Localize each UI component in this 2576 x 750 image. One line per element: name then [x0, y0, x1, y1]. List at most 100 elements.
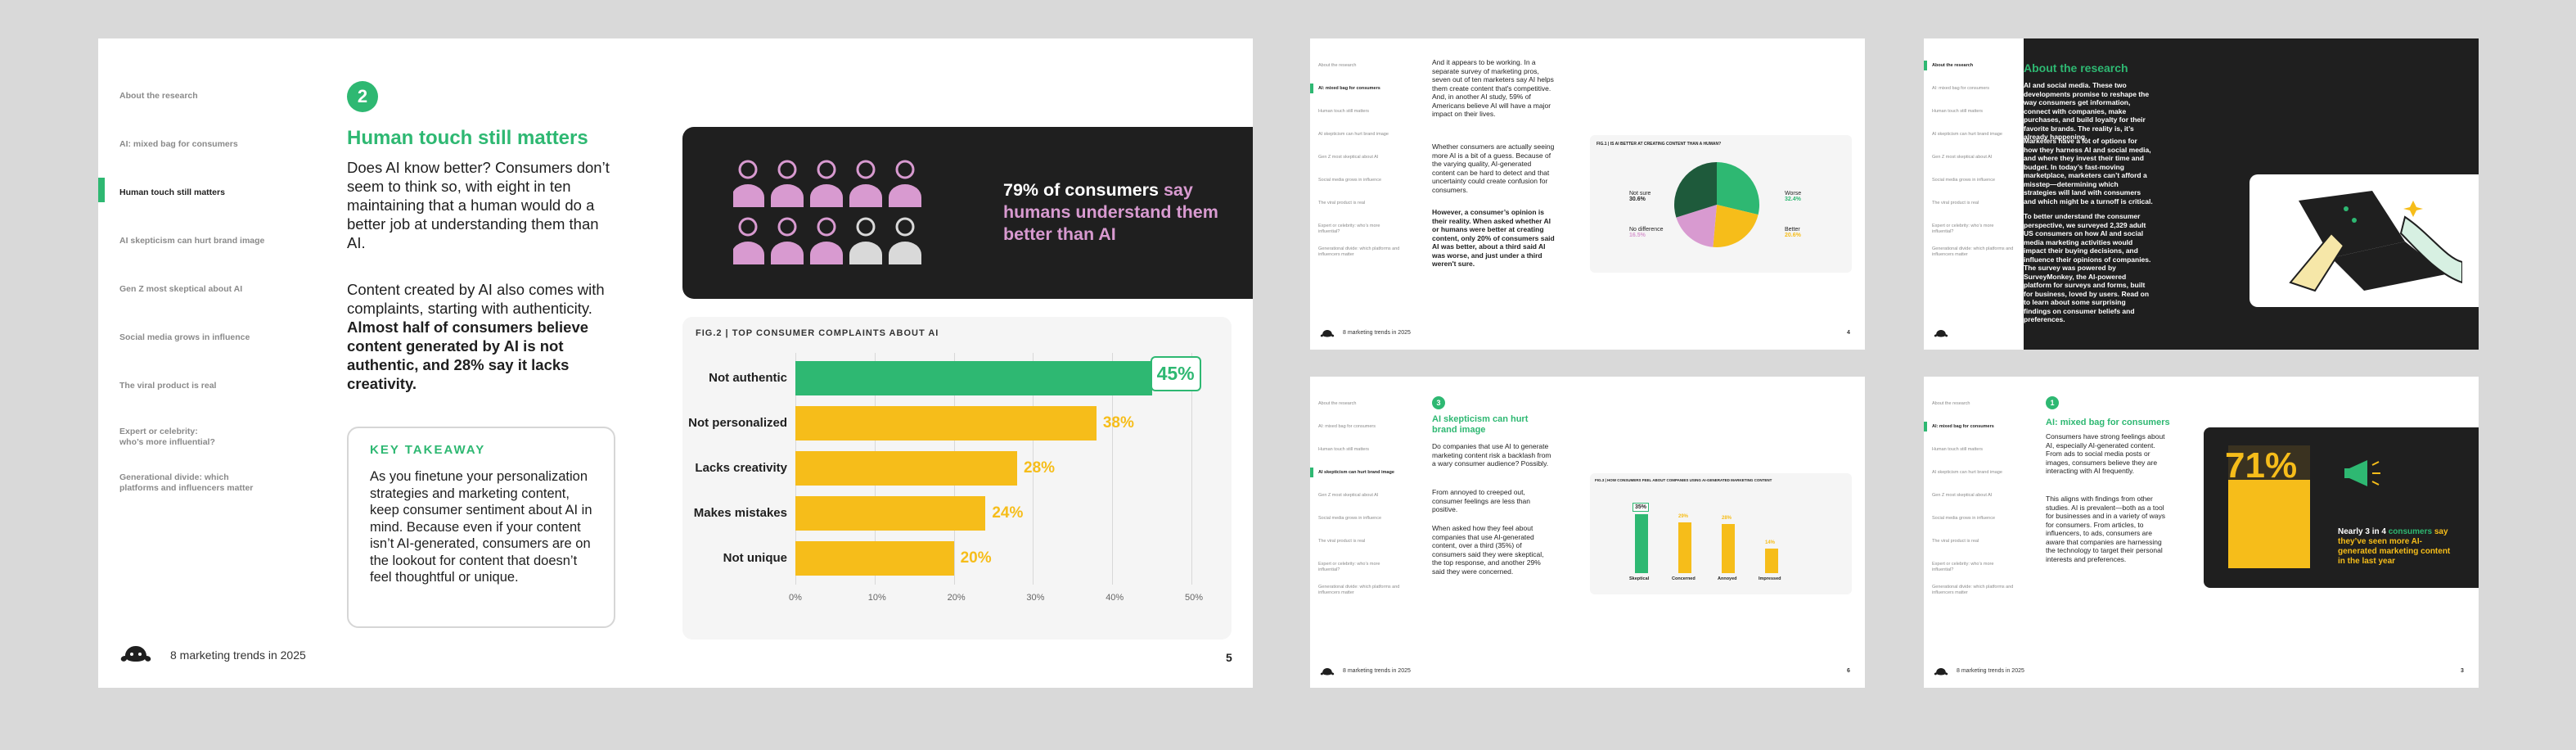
nav-item[interactable]: AI: mixed bag for consumers: [1932, 86, 1990, 91]
body-paragraph-2: From annoyed to creeped out, consumer fe…: [1432, 488, 1531, 513]
nav-item[interactable]: Gen Z most skeptical about AI: [1318, 493, 1379, 498]
label-text: Worse: [1785, 191, 1802, 197]
surveymonkey-logo-icon: [1320, 329, 1335, 337]
stat-pink-text: say: [1163, 180, 1193, 200]
nav-item[interactable]: Human touch still matters: [1932, 109, 1984, 114]
nav-item[interactable]: Social media grows in influence: [1318, 516, 1382, 521]
active-nav-indicator: [1310, 84, 1313, 93]
bar-label: Annoyed: [1718, 576, 1737, 581]
body-paragraph-2: This aligns with findings from other stu…: [2046, 495, 2165, 563]
takeaway-body: As you finetune your personalization str…: [370, 469, 592, 585]
nav-item[interactable]: Social media grows in influence: [1318, 178, 1382, 183]
nav-item[interactable]: AI: mixed bag for consumers: [1318, 86, 1380, 91]
nav-item[interactable]: Social media grows in influence: [1932, 516, 1996, 521]
gridline: [1191, 353, 1192, 585]
bar: [795, 406, 1097, 441]
category-label: Not authentic: [709, 371, 787, 385]
nav-item-generational-divide[interactable]: Generational divide: which platforms and…: [119, 472, 253, 494]
nav-item[interactable]: The viral product is real: [1318, 201, 1366, 206]
stat-pink-text-2: humans understand them better than AI: [1003, 202, 1218, 244]
nav-item[interactable]: AI: mixed bag for consumers: [1932, 424, 1994, 429]
chart-title: FIG.3 | HOW CONSUMERS FEEL ABOUT COMPANI…: [1595, 478, 1772, 482]
person-icon: [889, 160, 921, 207]
nav-item[interactable]: Expert or celebrity: who’s more influent…: [1932, 562, 1994, 572]
nav-item[interactable]: The viral product is real: [1932, 201, 1979, 206]
nav-item[interactable]: Gen Z most skeptical about AI: [1318, 155, 1379, 160]
nav-item-expert-celebrity[interactable]: Expert or celebrity: who’s more influent…: [119, 427, 215, 448]
bar-value-label: 45%: [1150, 356, 1201, 391]
nav-item[interactable]: AI skepticism can hurt brand image: [1318, 132, 1389, 137]
gridline: [1112, 353, 1114, 585]
nav-item-about-research[interactable]: About the research: [119, 91, 198, 101]
nav-item[interactable]: About the research: [1318, 401, 1357, 406]
bar-value: 14%: [1765, 540, 1776, 545]
bar-concerned: [1678, 522, 1691, 573]
chart-title: FIG.2 | TOP CONSUMER COMPLAINTS ABOUT AI: [696, 328, 939, 338]
people-icon-grid: [733, 160, 921, 264]
label-value: 20.6%: [1785, 233, 1801, 238]
nav-item[interactable]: AI skepticism can hurt brand image: [1318, 470, 1394, 475]
key-takeaway-box: KEY TAKEAWAY As you finetune your person…: [347, 427, 615, 628]
nav-item[interactable]: Gen Z most skeptical about AI: [1932, 493, 1993, 498]
body-paragraph-3: To better understand the consumer perspe…: [2024, 212, 2151, 323]
chart-plot-area: 0% 10% 20% 30% 40% 50% Not authentic 45% Not per…: [682, 317, 1232, 639]
active-nav-indicator: [1924, 422, 1927, 431]
stat-yellow-text: say they’ve seen more AI-generated marke…: [2338, 527, 2451, 566]
nav-item[interactable]: Gen Z most skeptical about AI: [1932, 155, 1993, 160]
person-icon: [771, 217, 804, 264]
surveymonkey-logo-icon: [120, 646, 151, 662]
stat-white-text: 79% of consumers: [1003, 180, 1164, 200]
pie-chart-box: FIG.1 | IS AI BETTER AT CREATING CONTENT…: [1590, 135, 1852, 273]
nav-item[interactable]: AI: mixed bag for consumers: [1318, 424, 1376, 429]
nav-item[interactable]: Generational divide: which platforms and…: [1932, 585, 2014, 595]
nav-item[interactable]: About the research: [1932, 401, 1970, 406]
body-paragraph-3: However, a consumer’s opinion is their r…: [1432, 208, 1555, 268]
nav-item[interactable]: The viral product is real: [1932, 539, 1979, 544]
nav-item[interactable]: Social media grows in influence: [1932, 178, 1996, 183]
person-icon: [810, 160, 843, 207]
person-icon: [771, 160, 804, 207]
surveymonkey-logo-icon: [1934, 667, 1948, 675]
category-label: Makes mistakes: [693, 506, 787, 520]
nav-item[interactable]: AI skepticism can hurt brand image: [1932, 470, 2002, 475]
nav-item-human-touch[interactable]: Human touch still matters: [119, 188, 225, 197]
section-heading: AI: mixed bag for consumers: [2046, 418, 2170, 427]
person-icon: [849, 160, 882, 207]
footer-text: 8 marketing trends in 2025: [170, 648, 306, 662]
nav-item[interactable]: Expert or celebrity: who’s more influent…: [1932, 224, 1994, 234]
person-icon: [810, 217, 843, 264]
pie-chart: [1674, 162, 1760, 248]
nav-item[interactable]: Human touch still matters: [1932, 447, 1984, 452]
page-number: 6: [1847, 668, 1850, 674]
nav-item[interactable]: About the research: [1932, 63, 1974, 68]
label-value: 32.4%: [1785, 197, 1801, 202]
laptop-hand-illustration: [2289, 191, 2462, 292]
body-paragraph-1: Consumers have strong feelings about AI,…: [2046, 432, 2165, 475]
person-icon: [889, 217, 921, 264]
bar-value-label: 24%: [992, 504, 1024, 522]
nav-item[interactable]: About the research: [1318, 63, 1357, 68]
nav-item[interactable]: Human touch still matters: [1318, 109, 1370, 114]
nav-item-social-media[interactable]: Social media grows in influence: [119, 332, 250, 342]
nav-item-viral-product[interactable]: The viral product is real: [119, 381, 217, 391]
paragraph-bold-text: Almost half of consumers believe content…: [347, 319, 589, 392]
takeaway-title: KEY TAKEAWAY: [370, 443, 486, 457]
nav-item[interactable]: The viral product is real: [1318, 539, 1366, 544]
nav-item[interactable]: Generational divide: which platforms and…: [1932, 246, 2014, 257]
nav-item-ai-skepticism[interactable]: AI skepticism can hurt brand image: [119, 236, 265, 246]
x-tick-label: 50%: [1185, 593, 1204, 603]
footer-text: 8 marketing trends in 2025: [1957, 668, 2024, 674]
nav-item[interactable]: Expert or celebrity: who’s more influent…: [1318, 562, 1380, 572]
paragraph-text: Content created by AI also comes with co…: [347, 281, 605, 317]
stat-green-text: consumers: [2388, 527, 2433, 536]
nav-item[interactable]: Generational divide: which platforms and…: [1318, 585, 1400, 595]
nav-item[interactable]: Human touch still matters: [1318, 447, 1370, 452]
nav-item[interactable]: AI skepticism can hurt brand image: [1932, 132, 2002, 137]
nav-item[interactable]: Expert or celebrity: who’s more influent…: [1318, 224, 1380, 234]
complaints-chart: FIG.2 | TOP CONSUMER COMPLAINTS ABOUT AI…: [682, 317, 1232, 639]
nav-item[interactable]: Generational divide: which platforms and…: [1318, 246, 1400, 257]
nav-item-ai-mixed-bag[interactable]: AI: mixed bag for consumers: [119, 139, 238, 149]
pie-label-not-sure: Not sure 30.6%: [1629, 191, 1651, 202]
nav-item-gen-z[interactable]: Gen Z most skeptical about AI: [119, 284, 243, 294]
bar-value: 28%: [1722, 516, 1732, 521]
